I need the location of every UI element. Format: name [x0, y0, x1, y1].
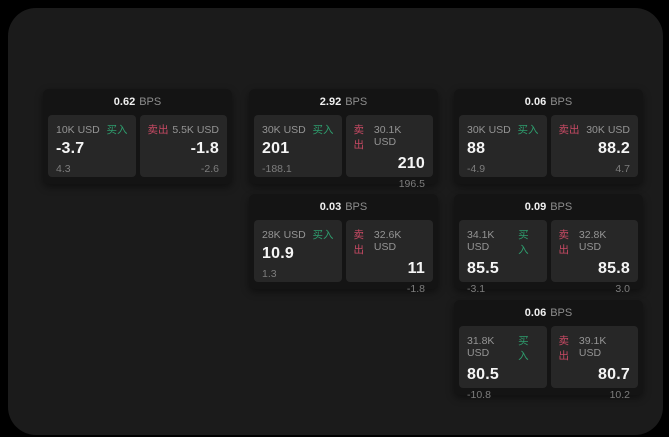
- buy-panel[interactable]: 30K USD 买入 201 -188.1: [254, 115, 342, 177]
- quote-card-3[interactable]: 0.06 BPS 30K USD 买入 88 -4.9 卖出 30K USD 8…: [454, 89, 643, 184]
- sell-size: 32.6K USD: [373, 229, 402, 253]
- bps-unit: BPS: [345, 201, 368, 213]
- sell-panel[interactable]: 卖出 30.1K USD 210 196.5: [345, 115, 433, 190]
- bps-unit: BPS: [550, 201, 573, 213]
- buy-price: -3.7: [56, 140, 85, 157]
- bps-header: 0.62 BPS: [43, 89, 232, 115]
- buy-price: 10.9: [262, 245, 294, 262]
- sell-side-label: 卖出: [353, 124, 365, 151]
- buy-panel[interactable]: 31.8K USD 买入 80.5 -10.8: [459, 326, 547, 401]
- sell-price: 11: [407, 260, 425, 277]
- quote-card-4[interactable]: 0.03 BPS 28K USD 买入 10.9 1.3 卖出 32.6K US…: [249, 194, 438, 295]
- bps-header: 0.06 BPS: [454, 300, 643, 326]
- buy-delta: -188.1: [262, 163, 292, 175]
- buy-size: 10K USD: [56, 124, 100, 136]
- buy-price: 85.5: [467, 260, 499, 277]
- bps-unit: BPS: [550, 96, 573, 108]
- sell-price: 80.7: [598, 366, 630, 383]
- bps-value: 0.03: [319, 201, 342, 213]
- app-window: 0.62 BPS 10K USD 买入 -3.7 4.3 卖出 5.5K USD…: [8, 8, 663, 435]
- sell-delta: 196.5: [398, 178, 425, 190]
- sell-panel[interactable]: 卖出 30K USD 88.2 4.7: [550, 115, 638, 177]
- bps-unit: BPS: [139, 96, 162, 108]
- buy-side-label: 买入: [517, 124, 539, 136]
- sell-delta: 4.7: [615, 163, 630, 175]
- sell-delta: -2.6: [200, 163, 219, 175]
- buy-delta: -10.8: [467, 389, 491, 401]
- sell-size: 32.8K USD: [578, 229, 607, 253]
- buy-panel[interactable]: 10K USD 买入 -3.7 4.3: [48, 115, 136, 177]
- bps-unit: BPS: [345, 96, 368, 108]
- buy-delta: 4.3: [56, 163, 71, 175]
- sell-size: 39.1K USD: [578, 335, 607, 359]
- quote-card-1[interactable]: 0.62 BPS 10K USD 买入 -3.7 4.3 卖出 5.5K USD…: [43, 89, 232, 184]
- sell-delta: 10.2: [609, 389, 630, 401]
- buy-price: 201: [262, 140, 290, 157]
- bps-value: 0.06: [524, 96, 547, 108]
- buy-side-label: 买入: [106, 124, 128, 136]
- quote-card-6[interactable]: 0.06 BPS 31.8K USD 买入 80.5 -10.8 卖出 39.1…: [454, 300, 643, 401]
- buy-delta: 1.3: [262, 268, 277, 280]
- buy-price: 80.5: [467, 366, 499, 383]
- buy-panel[interactable]: 30K USD 买入 88 -4.9: [459, 115, 547, 177]
- sell-side-label: 卖出: [558, 229, 570, 256]
- buy-delta: -4.9: [467, 163, 486, 175]
- buy-delta: -3.1: [467, 283, 486, 295]
- sell-price: -1.8: [190, 140, 219, 157]
- bps-value: 0.09: [524, 201, 547, 213]
- buy-price: 88: [467, 140, 486, 157]
- bps-value: 2.92: [319, 96, 342, 108]
- bps-value: 0.06: [524, 307, 547, 319]
- bps-header: 2.92 BPS: [249, 89, 438, 115]
- sell-side-label: 卖出: [558, 124, 580, 136]
- bps-unit: BPS: [550, 307, 573, 319]
- sell-delta: -1.8: [406, 283, 425, 295]
- bps-header: 0.06 BPS: [454, 89, 643, 115]
- buy-size: 34.1K USD: [467, 229, 495, 253]
- sell-side-label: 卖出: [147, 124, 169, 136]
- sell-panel[interactable]: 卖出 32.6K USD 11 -1.8: [345, 220, 433, 295]
- buy-side-label: 买入: [518, 335, 529, 362]
- bps-header: 0.09 BPS: [454, 194, 643, 220]
- sell-panel[interactable]: 卖出 32.8K USD 85.8 3.0: [550, 220, 638, 295]
- buy-size: 30K USD: [262, 124, 306, 136]
- sell-size: 30.1K USD: [373, 124, 402, 148]
- buy-side-label: 买入: [518, 229, 529, 256]
- sell-side-label: 卖出: [558, 335, 570, 362]
- buy-side-label: 买入: [312, 229, 334, 241]
- sell-price: 210: [397, 155, 425, 172]
- bps-header: 0.03 BPS: [249, 194, 438, 220]
- buy-size: 28K USD: [262, 229, 306, 241]
- quote-card-2[interactable]: 2.92 BPS 30K USD 买入 201 -188.1 卖出 30.1K …: [249, 89, 438, 190]
- sell-panel[interactable]: 卖出 5.5K USD -1.8 -2.6: [139, 115, 227, 177]
- buy-side-label: 买入: [312, 124, 334, 136]
- buy-size: 31.8K USD: [467, 335, 495, 359]
- sell-side-label: 卖出: [353, 229, 365, 256]
- quote-card-5[interactable]: 0.09 BPS 34.1K USD 买入 85.5 -3.1 卖出 32.8K…: [454, 194, 643, 295]
- buy-panel[interactable]: 34.1K USD 买入 85.5 -3.1: [459, 220, 547, 295]
- sell-panel[interactable]: 卖出 39.1K USD 80.7 10.2: [550, 326, 638, 401]
- buy-size: 30K USD: [467, 124, 511, 136]
- sell-size: 30K USD: [586, 124, 630, 136]
- sell-size: 5.5K USD: [172, 124, 219, 136]
- sell-price: 88.2: [598, 140, 630, 157]
- sell-price: 85.8: [598, 260, 630, 277]
- bps-value: 0.62: [113, 96, 136, 108]
- sell-delta: 3.0: [615, 283, 630, 295]
- buy-panel[interactable]: 28K USD 买入 10.9 1.3: [254, 220, 342, 282]
